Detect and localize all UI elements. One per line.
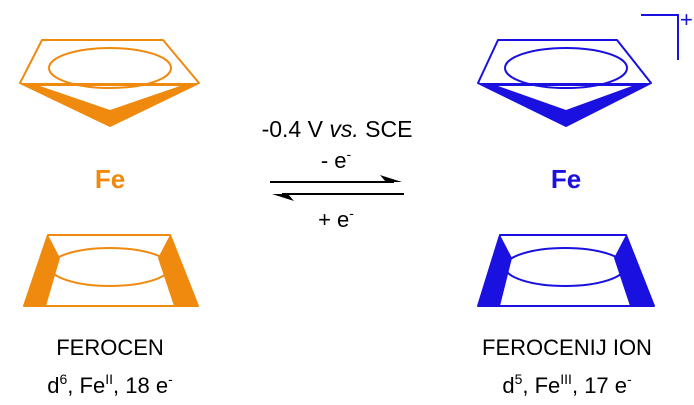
ring-left-face <box>24 235 60 306</box>
ferrocenium-electron-config: d5, FeIII, 17 e- <box>502 371 632 398</box>
ring-pi-cloud <box>48 47 172 89</box>
ring-right-face <box>614 235 654 306</box>
ring-left-face <box>478 235 512 306</box>
charge-bracket <box>641 14 679 60</box>
reduction-label: + e- <box>318 205 354 232</box>
potential-label: -0.4 V vs. SCE <box>262 116 413 142</box>
forward-arrowhead <box>380 175 402 182</box>
ferrocene-name: FEROCEN <box>56 335 164 360</box>
ferrocenium-name: FEROCENIJ ION <box>482 335 652 360</box>
ring-pi-cloud <box>49 247 171 287</box>
equilibrium: -0.4 V vs. SCE - e- + e- <box>262 116 413 232</box>
ferrocenium-metal-label: Fe <box>551 164 581 194</box>
ring-right-face <box>158 235 198 306</box>
ferrocene-metal-label: Fe <box>95 164 125 194</box>
charge-sign: + <box>680 7 693 32</box>
ferrocene-bottom-ring <box>23 234 199 307</box>
ferrocenium-top-ring <box>477 39 652 127</box>
ferrocenium-bottom-ring <box>477 234 655 307</box>
ring-pi-cloud <box>504 247 626 287</box>
reverse-arrowhead <box>272 194 294 201</box>
ferrocene-top-ring <box>19 39 200 127</box>
ring-front-highlight <box>40 86 180 110</box>
ferrocene-molecule: Fe FEROCEN d6, FeII, 18 e- <box>19 39 200 398</box>
oxidation-label: - e- <box>321 146 352 173</box>
ring-pi-cloud <box>504 47 628 89</box>
ferrocene-electron-config: d6, FeII, 18 e- <box>47 371 173 398</box>
ring-front-highlight <box>498 86 632 110</box>
ferrocenium-molecule: + Fe FEROCENIJ ION d5, FeIII, 17 e- <box>477 7 693 398</box>
